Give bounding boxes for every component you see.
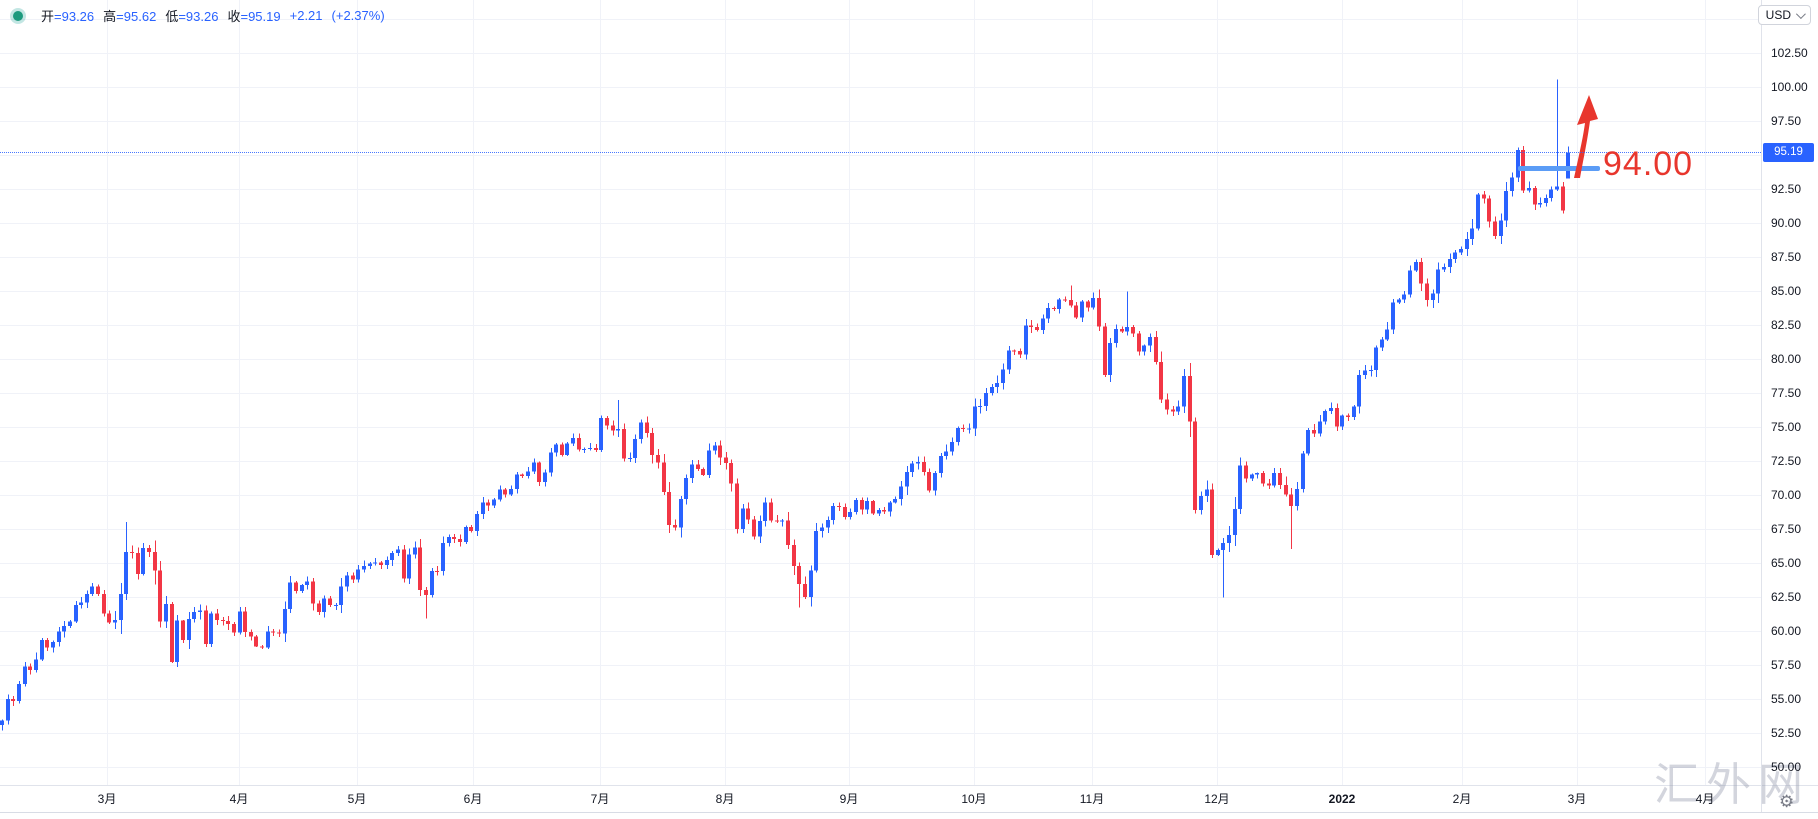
price-tick-label: 80.00 <box>1771 351 1802 366</box>
price-tick-label: 57.50 <box>1771 657 1802 672</box>
price-tick-label: 70.00 <box>1771 487 1802 502</box>
candles <box>0 79 1570 731</box>
price-tick-label: 62.50 <box>1771 589 1802 604</box>
price-tick-label: 100.00 <box>1771 79 1808 94</box>
ohlc-legend: 开=93.26 高=95.62 低=93.26 收=95.19 +2.21 (+… <box>13 6 385 25</box>
price-axis[interactable]: 102.50 100.00 97.50 92.50 90.00 87.50 85.00 82.… <box>1762 0 1818 785</box>
level-annotation-text[interactable]: 94.00 <box>1603 145 1694 183</box>
price-tick-label: 52.50 <box>1771 725 1802 740</box>
settings-gear-icon[interactable]: ⚙ <box>1779 792 1795 811</box>
time-tick-label: 12月 <box>1204 792 1230 806</box>
up-arrow-annotation[interactable] <box>1574 95 1598 178</box>
price-tick-label: 67.50 <box>1771 521 1802 536</box>
price-tick-label: 102.50 <box>1771 46 1808 60</box>
legend-close: 收=95.19 <box>227 9 281 24</box>
currency-selector-button[interactable]: USD <box>1757 5 1811 25</box>
time-tick-label: 8月 <box>715 792 735 806</box>
chart-canvas[interactable] <box>0 0 1761 785</box>
price-axis-separator <box>1761 0 1762 812</box>
price-tick-label: 75.00 <box>1771 419 1802 434</box>
gridlines <box>0 0 1761 785</box>
price-tick-label: 60.00 <box>1771 623 1802 638</box>
price-tick-label: 82.50 <box>1771 317 1802 332</box>
legend-open: 开=93.26 <box>41 9 95 24</box>
time-tick-label: 4月 <box>229 792 249 806</box>
price-tick-label: 50.00 <box>1771 759 1802 774</box>
time-tick-label: 2月 <box>1452 792 1472 806</box>
legend-change-percent: (+2.37%) <box>331 8 385 23</box>
time-axis-separator <box>0 785 1818 786</box>
price-tick-label: 90.00 <box>1771 215 1802 230</box>
price-tick-label: 65.00 <box>1771 555 1802 570</box>
price-tick-label: 77.50 <box>1771 385 1802 400</box>
price-tick-label: 87.50 <box>1771 249 1802 264</box>
horizontal-level-line[interactable] <box>1518 166 1600 171</box>
legend-low: 低=93.26 <box>165 9 219 24</box>
price-tick-label: 85.00 <box>1771 283 1802 298</box>
current-price-dotted-line <box>0 152 1761 153</box>
price-tick-label: 97.50 <box>1771 113 1802 128</box>
time-tick-label: 3月 <box>97 792 117 806</box>
status-dot-icon <box>13 10 23 21</box>
time-axis[interactable]: 3月 4月 5月 6月 7月 8月 9月 10月 11月 12月 2022 2月 3月 4月 <box>0 786 1761 812</box>
legend-high: 高=95.62 <box>103 9 157 24</box>
watermark: 汇外网 <box>1653 760 1810 810</box>
current-price-label[interactable]: 95.19 <box>1763 143 1814 162</box>
price-tick-label: 72.50 <box>1771 453 1802 468</box>
time-tick-label: 3月 <box>1567 792 1587 806</box>
time-tick-label: 2022 <box>1328 792 1356 806</box>
time-tick-label: 11月 <box>1079 792 1105 806</box>
time-tick-label: 6月 <box>463 792 483 806</box>
price-tick-label: 55.00 <box>1771 691 1802 706</box>
time-tick-label: 10月 <box>961 792 987 806</box>
bottom-border <box>0 812 1818 813</box>
time-tick-label: 4月 <box>1695 792 1715 806</box>
currency-selector-label: USD <box>1765 8 1791 22</box>
time-tick-label: 9月 <box>839 792 859 806</box>
legend-change: +2.21 <box>289 8 323 23</box>
time-tick-label: 5月 <box>347 792 367 806</box>
price-tick-label: 92.50 <box>1771 181 1802 196</box>
time-tick-label: 7月 <box>590 792 610 806</box>
chevron-down-icon <box>1795 8 1806 19</box>
candlestick-chart[interactable]: 开=93.26 高=95.62 低=93.26 收=95.19 +2.21 (+… <box>0 0 1761 785</box>
